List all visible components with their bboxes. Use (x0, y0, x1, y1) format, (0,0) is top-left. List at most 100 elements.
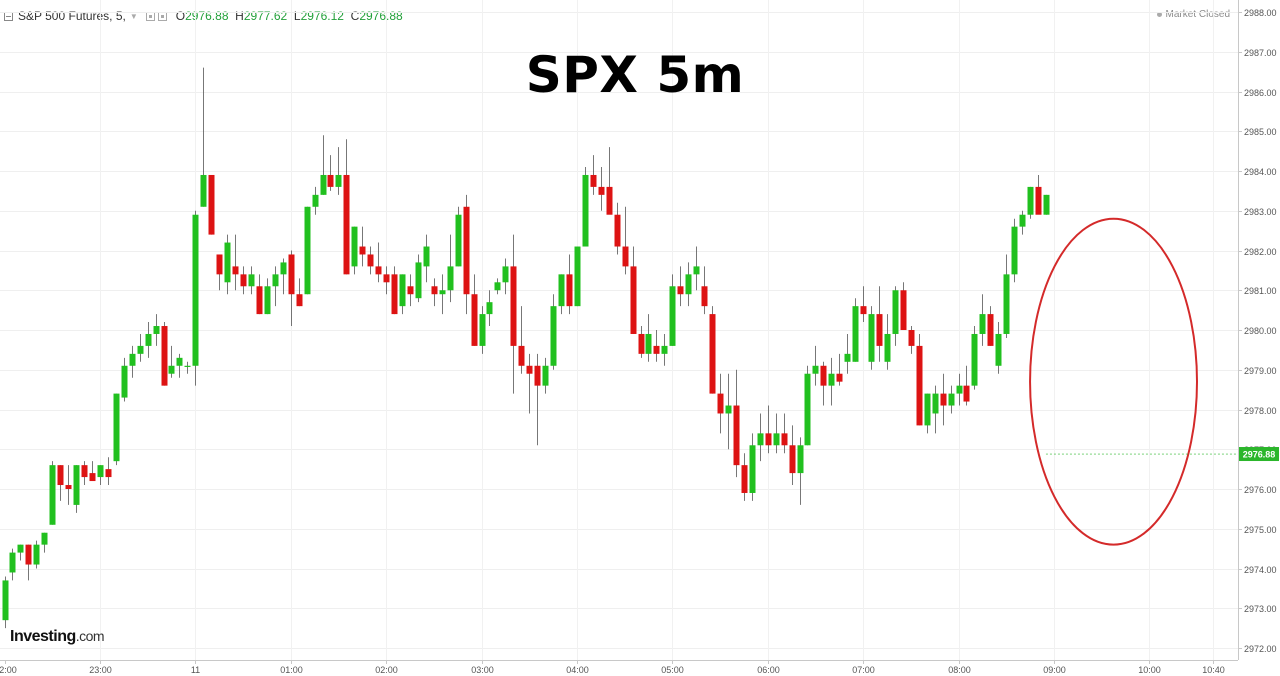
candle (916, 333, 923, 426)
candle-body (749, 445, 756, 493)
candle (9, 548, 16, 581)
candle (804, 365, 811, 446)
y-tick-label: 2972.00 (1244, 644, 1277, 654)
candle (343, 139, 350, 275)
candle-body (653, 345, 660, 354)
candle (391, 266, 398, 315)
candle-body (423, 246, 430, 267)
candle-body (65, 485, 72, 489)
candle (606, 147, 613, 215)
candle-body (216, 254, 223, 275)
candle-body (153, 326, 160, 334)
chevron-down-icon[interactable]: ▼ (129, 11, 138, 21)
candle-body (852, 306, 859, 362)
candle-body (892, 290, 899, 334)
candle (399, 274, 406, 315)
candle-body (232, 266, 239, 275)
candle (296, 278, 303, 307)
candle-body (566, 274, 573, 307)
candles (2, 67, 1050, 629)
candle-body (804, 373, 811, 446)
candle (81, 461, 88, 486)
candle-body (494, 282, 501, 291)
candle (280, 258, 287, 295)
y-tick-label: 2979.00 (1244, 366, 1277, 376)
candle (773, 413, 780, 454)
x-tick-label: 22:00 (0, 665, 17, 675)
candle-body (17, 544, 24, 553)
candle (669, 274, 676, 346)
candle (956, 373, 963, 406)
candle-body (1035, 186, 1042, 215)
candle (844, 333, 851, 374)
y-tick-label: 2985.00 (1244, 127, 1277, 137)
brand-logo: Investing.com (10, 628, 105, 646)
candle (184, 361, 191, 374)
market-status-label: Market Closed (1165, 9, 1230, 20)
candle (33, 540, 40, 569)
y-tick-label: 2976.00 (1244, 485, 1277, 495)
candle (542, 357, 549, 394)
candle-body (455, 214, 462, 267)
candle (137, 333, 144, 362)
candle (89, 461, 96, 482)
candle-body (502, 266, 509, 283)
candle (1003, 254, 1010, 338)
candle (264, 278, 271, 315)
candle-body (113, 393, 120, 462)
candle-body (518, 345, 525, 366)
candle (121, 357, 128, 402)
y-tick-label: 2981.00 (1244, 286, 1277, 296)
candle-body (415, 262, 422, 299)
y-tick-label: 2980.00 (1244, 326, 1277, 336)
candle (129, 345, 136, 378)
candle-body (184, 365, 191, 367)
candle-body (431, 286, 438, 295)
y-tick-label: 2973.00 (1244, 604, 1277, 614)
candle (57, 465, 64, 501)
candle-body (987, 314, 994, 346)
candle (25, 544, 32, 581)
candle-body (248, 274, 255, 287)
candle-body (192, 214, 199, 366)
candle (1011, 218, 1018, 283)
candle (1027, 186, 1034, 219)
candle-body (614, 214, 621, 247)
candle (455, 206, 462, 267)
candle (518, 306, 525, 374)
candle-body (558, 274, 565, 307)
candle (1035, 174, 1042, 215)
candle (145, 322, 152, 358)
candle (216, 254, 223, 291)
candle (431, 278, 438, 307)
candle (638, 326, 645, 358)
candle-body (677, 286, 684, 295)
candle (677, 266, 684, 307)
candle-body (439, 290, 446, 295)
candle-body (622, 246, 629, 267)
candle (948, 385, 955, 414)
candle-body (359, 246, 366, 255)
candle-body (447, 266, 454, 291)
candle-body (661, 345, 668, 354)
candle (685, 262, 692, 307)
candle-body (924, 393, 931, 426)
status-dot-icon (1156, 11, 1162, 17)
candle-body (645, 333, 652, 354)
candle (526, 353, 533, 414)
candle (304, 206, 311, 295)
candle-body (81, 465, 88, 478)
last-price-badge (1239, 447, 1279, 462)
x-tick-label: 05:00 (661, 665, 684, 675)
candle (224, 234, 231, 295)
candle (574, 246, 581, 307)
candle-body (383, 274, 390, 283)
candle-body (399, 274, 406, 307)
candle (200, 67, 207, 207)
candle-body (479, 314, 486, 346)
candle-body (391, 274, 398, 315)
candle-body (550, 306, 557, 366)
candle-body (351, 226, 358, 267)
candle (749, 433, 756, 501)
